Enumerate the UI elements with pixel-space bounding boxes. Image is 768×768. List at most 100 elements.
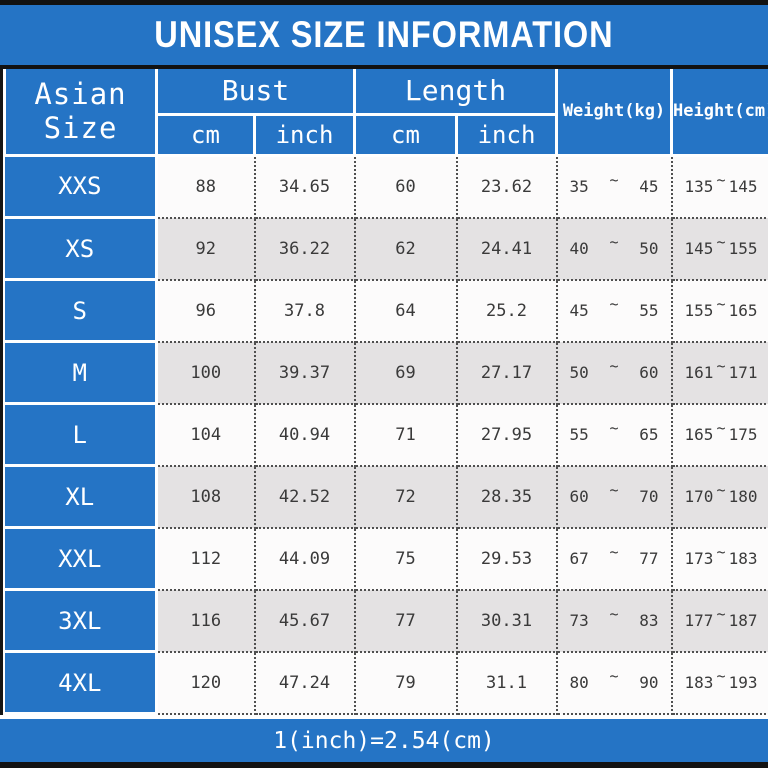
weight-range-cell: 80 ~90 xyxy=(555,650,673,715)
height-min: 135 xyxy=(684,177,714,197)
length-inch-cell: 29.53 xyxy=(455,526,558,591)
bust-cm-cell: 116 xyxy=(155,588,256,653)
col-header-height: Height(cm) xyxy=(670,68,768,157)
weight-max: 50 xyxy=(639,239,659,259)
weight-min: 35 xyxy=(569,177,589,197)
header-row-groups: Asian Size Bust Length Weight(kg) Height… xyxy=(3,68,768,157)
height-min: 173 xyxy=(684,549,714,569)
bust-inch-cell: 37.8 xyxy=(253,278,356,343)
length-cm-cell: 72 xyxy=(353,464,458,529)
bust-inch-cell: 40.94 xyxy=(253,402,356,467)
title-separator xyxy=(0,64,768,69)
weight-min: 60 xyxy=(569,487,589,507)
bust-cm-cell: 96 xyxy=(155,278,256,343)
weight-range-cell: 50 ~60 xyxy=(555,340,673,405)
conversion-note-band: 1(inch)=2.54(cm) xyxy=(0,718,768,763)
bust-inch-cell: 45.67 xyxy=(253,588,356,653)
tilde: ~ xyxy=(609,604,619,623)
col-header-length: Length xyxy=(353,68,558,116)
length-inch-cell: 31.1 xyxy=(455,650,558,715)
bust-cm-cell: 88 xyxy=(155,154,256,219)
table-row: 3XL 116 45.67 77 30.31 73 ~83 177 ~187 xyxy=(4,588,768,654)
tilde: ~ xyxy=(716,480,726,499)
bust-cm-cell: 108 xyxy=(155,464,256,529)
length-cm-cell: 71 xyxy=(353,402,458,467)
height-min: 165 xyxy=(684,425,714,445)
size-cell: XS xyxy=(4,216,158,282)
size-table: Asian Size Bust Length Weight(kg) Height… xyxy=(3,68,768,716)
col-header-bust: Bust xyxy=(155,68,356,116)
col-header-weight: Weight(kg) xyxy=(555,68,673,157)
length-cm-cell: 60 xyxy=(353,154,458,219)
height-max: 155 xyxy=(728,239,758,259)
weight-max: 60 xyxy=(639,363,659,383)
tilde: ~ xyxy=(716,356,726,375)
size-table-wrap: Asian Size Bust Length Weight(kg) Height… xyxy=(0,68,768,716)
col-header-asian-size: Asian Size xyxy=(3,68,158,157)
height-max: 165 xyxy=(728,301,758,321)
weight-min: 45 xyxy=(569,301,589,321)
weight-max: 45 xyxy=(639,177,659,197)
height-min: 177 xyxy=(684,611,714,631)
length-cm-cell: 77 xyxy=(353,588,458,653)
length-inch-cell: 27.17 xyxy=(455,340,558,405)
length-inch-cell: 28.35 xyxy=(455,464,558,529)
bust-inch-cell: 39.37 xyxy=(253,340,356,405)
length-cm-cell: 62 xyxy=(353,216,458,281)
table-row: XL 108 42.52 72 28.35 60 ~70 170 ~180 xyxy=(4,464,768,530)
footer-gap xyxy=(0,715,768,719)
height-range-cell: 177 ~187 xyxy=(670,588,768,653)
height-range-cell: 161 ~171 xyxy=(670,340,768,405)
length-cm-cell: 64 xyxy=(353,278,458,343)
height-range-cell: 173 ~183 xyxy=(670,526,768,591)
tilde: ~ xyxy=(716,294,726,313)
size-cell: XXS xyxy=(4,153,158,220)
tilde: ~ xyxy=(716,542,726,561)
height-range-cell: 170 ~180 xyxy=(670,464,768,529)
height-range-cell: 183 ~193 xyxy=(670,650,768,715)
table-row: XS 92 36.22 62 24.41 40 ~50 145 ~155 xyxy=(4,216,768,282)
tilde: ~ xyxy=(716,232,726,251)
height-min: 145 xyxy=(684,239,714,259)
weight-max: 90 xyxy=(639,673,659,693)
length-inch-cell: 25.2 xyxy=(455,278,558,343)
bust-cm-cell: 100 xyxy=(155,340,256,405)
top-black-bar xyxy=(0,0,768,5)
tilde: ~ xyxy=(609,232,619,251)
length-inch-cell: 24.41 xyxy=(455,216,558,281)
tilde: ~ xyxy=(609,542,619,561)
bust-cm-cell: 104 xyxy=(155,402,256,467)
height-max: 183 xyxy=(728,549,758,569)
length-cm-cell: 75 xyxy=(353,526,458,591)
weight-range-cell: 67 ~77 xyxy=(555,526,673,591)
subheader-length-inch: inch xyxy=(455,112,557,157)
height-range-cell: 135 ~145 xyxy=(670,154,768,219)
tilde: ~ xyxy=(609,666,619,685)
weight-min: 67 xyxy=(569,549,589,569)
table-row: XXS 88 34.65 60 23.62 35 ~45 135 ~145 xyxy=(4,153,768,220)
height-min: 155 xyxy=(684,301,714,321)
height-min: 170 xyxy=(684,487,714,507)
height-min: 161 xyxy=(684,363,714,383)
weight-range-cell: 55 ~65 xyxy=(555,402,673,467)
weight-range-cell: 60 ~70 xyxy=(555,464,673,529)
height-range-cell: 145 ~155 xyxy=(670,216,768,281)
bust-inch-cell: 47.24 xyxy=(253,650,356,715)
weight-max: 83 xyxy=(639,611,659,631)
length-cm-cell: 79 xyxy=(353,650,458,715)
weight-min: 73 xyxy=(569,611,589,631)
weight-min: 55 xyxy=(569,425,589,445)
size-cell: L xyxy=(4,402,158,468)
height-min: 183 xyxy=(684,673,714,693)
page-title: UNISEX SIZE INFORMATION xyxy=(154,13,614,55)
tilde: ~ xyxy=(609,480,619,499)
bust-cm-cell: 112 xyxy=(155,526,256,591)
weight-max: 70 xyxy=(639,487,659,507)
weight-range-cell: 40 ~50 xyxy=(555,216,673,281)
tilde: ~ xyxy=(609,294,619,313)
weight-max: 77 xyxy=(639,549,659,569)
conversion-note: 1(inch)=2.54(cm) xyxy=(273,727,495,754)
size-cell: S xyxy=(4,278,158,344)
size-cell: M xyxy=(4,340,158,406)
